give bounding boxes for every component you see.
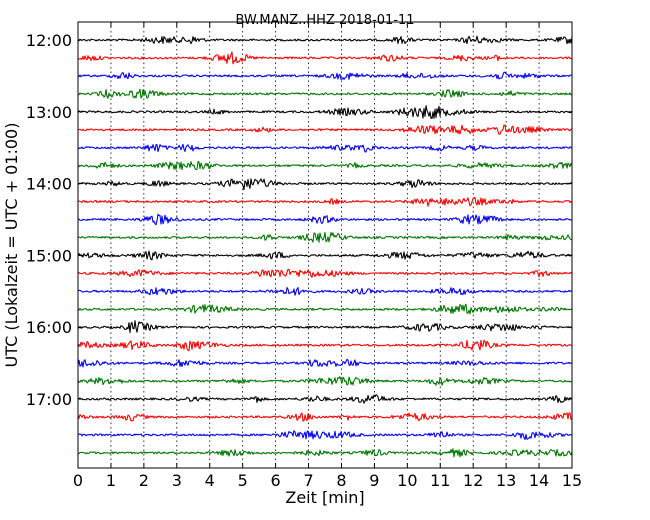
x-tick-label: 2 (139, 471, 149, 490)
trace-1315 (77, 124, 573, 135)
trace-1530 (77, 287, 573, 296)
trace-1300 (77, 105, 573, 120)
y-tick-label: 17:00 (26, 390, 72, 409)
x-tick-label: 14 (529, 471, 549, 490)
trace-1245 (77, 88, 573, 99)
y-axis-ticks: 12:00 13:00 14:00 15:00 16:00 17:00 (26, 31, 572, 409)
x-tick-label: 3 (172, 471, 182, 490)
y-tick-label: 16:00 (26, 318, 72, 337)
x-tick-label: 0 (73, 471, 83, 490)
trace-1200 (77, 35, 573, 45)
trace-1730 (77, 430, 573, 441)
y-tick-label: 14:00 (26, 175, 72, 194)
x-tick-label: 4 (205, 471, 215, 490)
x-tick-label: 11 (430, 471, 450, 490)
trace-1645 (77, 376, 573, 386)
trace-1330 (77, 143, 573, 153)
x-tick-label: 13 (496, 471, 516, 490)
x-tick-label: 12 (463, 471, 483, 490)
x-tick-label: 6 (271, 471, 281, 490)
x-tick-label: 15 (562, 471, 582, 490)
trace-1600 (77, 320, 573, 334)
trace-1445 (77, 231, 573, 243)
x-tick-label: 10 (397, 471, 417, 490)
x-tick-label: 1 (106, 471, 116, 490)
trace-1615 (77, 339, 573, 352)
x-axis-label: Zeit [min] (285, 488, 364, 507)
traces (77, 35, 573, 458)
trace-1345 (77, 161, 573, 171)
trace-1215 (77, 51, 573, 65)
plot-frame (77, 21, 573, 469)
trace-1745 (77, 448, 573, 458)
trace-1415 (77, 196, 573, 207)
trace-1700 (77, 394, 573, 404)
y-tick-label: 15:00 (26, 246, 72, 265)
trace-1515 (77, 268, 573, 278)
trace-1545 (77, 303, 573, 315)
y-axis-label: UTC (Lokalzeit = UTC + 01:00) (2, 123, 21, 368)
plot-area (78, 22, 572, 468)
y-tick-label: 12:00 (26, 31, 72, 50)
trace-1430 (77, 213, 573, 226)
trace-1400 (77, 178, 573, 191)
trace-1500 (77, 250, 573, 261)
trace-1230 (77, 71, 573, 80)
x-tick-label: 7 (303, 471, 313, 490)
x-axis-ticks: 0 1 2 3 4 5 6 7 8 9 10 11 12 13 14 15 (73, 22, 582, 490)
x-tick-label: 5 (238, 471, 248, 490)
x-tick-label: 9 (369, 471, 379, 490)
chart-title: BW.MANZ..HHZ 2018-01-11 (235, 13, 414, 28)
trace-1715 (77, 412, 573, 422)
y-tick-label: 13:00 (26, 103, 72, 122)
trace-1630 (77, 358, 573, 368)
x-tick-label: 8 (336, 471, 346, 490)
